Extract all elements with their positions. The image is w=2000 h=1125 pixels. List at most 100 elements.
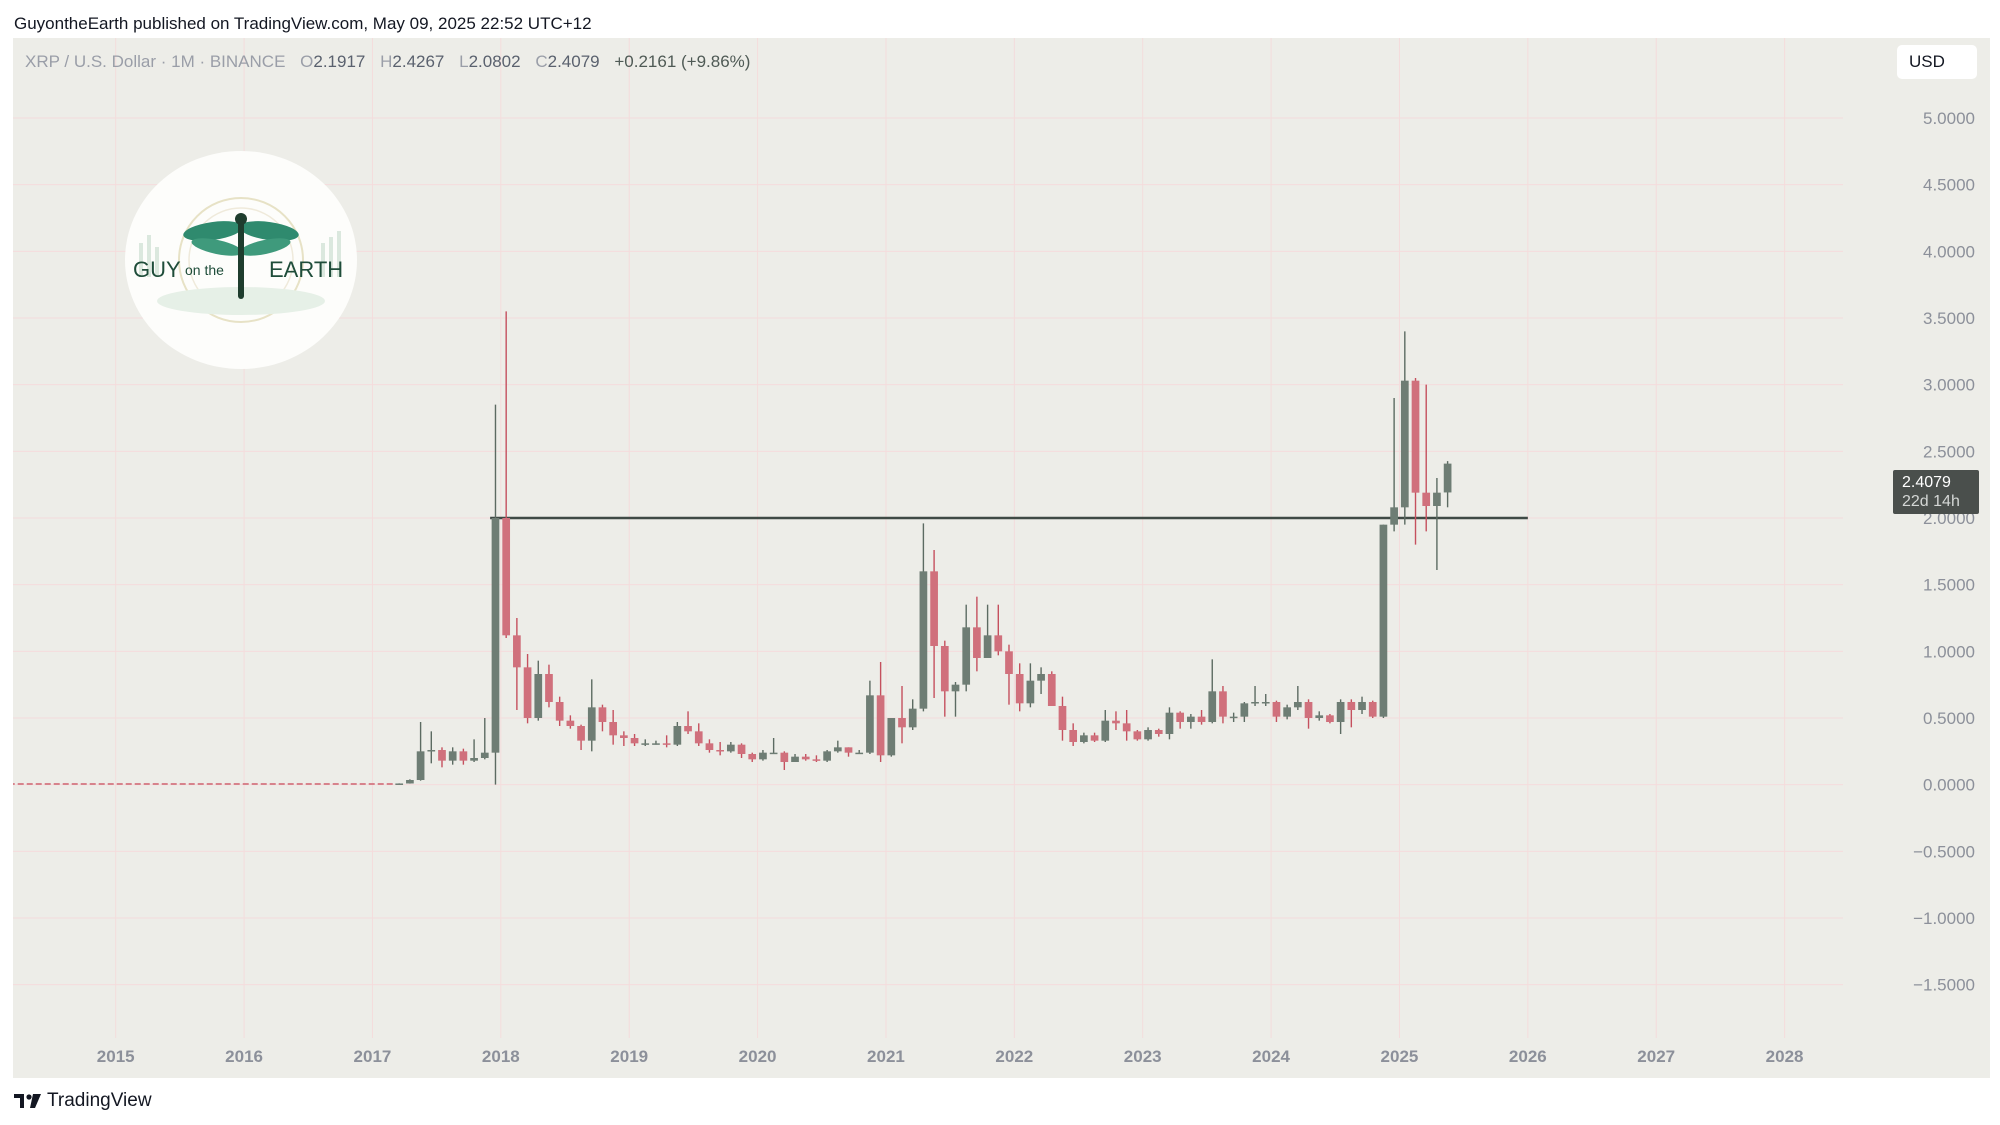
candle (769, 738, 778, 755)
candle-body (1133, 731, 1142, 740)
candle-body (1208, 691, 1217, 722)
high-label: H (380, 52, 393, 71)
candle (630, 734, 639, 746)
x-tick-label: 2017 (354, 1047, 392, 1066)
candle-body (1176, 712, 1185, 722)
candle-body (406, 780, 414, 784)
candle-body (1047, 674, 1056, 706)
candle-body (641, 743, 650, 745)
x-tick-label: 2015 (97, 1047, 135, 1066)
candle (812, 755, 821, 762)
candle (780, 751, 789, 770)
candle-body (534, 674, 543, 718)
candle (1165, 707, 1174, 740)
candle-body (1347, 702, 1356, 710)
candle-body (726, 744, 735, 752)
x-tick-label: 2026 (1509, 1047, 1547, 1066)
candle (1251, 686, 1259, 706)
candle (1133, 730, 1142, 741)
candle-body (1411, 380, 1420, 493)
candle-body (994, 635, 1003, 652)
candle-body (555, 702, 564, 721)
candle (1293, 686, 1302, 710)
candle (833, 740, 842, 753)
y-tick-label: 1.0000 (1923, 642, 1975, 661)
candle (1336, 699, 1345, 734)
candle-body (630, 738, 639, 744)
candle-body (438, 750, 446, 761)
candle (801, 754, 810, 761)
candle-body (684, 726, 692, 732)
symbol-legend: XRP / U.S. Dollar · 1M · BINANCE O2.1917… (25, 52, 750, 72)
low-value: 2.0802 (468, 52, 521, 71)
x-tick-label: 2016 (225, 1047, 263, 1066)
candle (716, 742, 724, 756)
candle-body (705, 743, 714, 750)
x-tick-label: 2021 (867, 1047, 905, 1066)
candle-body (1390, 507, 1398, 525)
candle-body (1304, 702, 1313, 718)
candle (438, 747, 446, 768)
candle (1176, 711, 1185, 729)
candle-body (1015, 674, 1024, 704)
candle (994, 604, 1003, 656)
candle-body (1379, 524, 1388, 717)
candle (1347, 699, 1356, 728)
x-tick-label: 2022 (995, 1047, 1033, 1066)
candle (1379, 524, 1388, 718)
symbol-title[interactable]: XRP / U.S. Dollar · 1M · BINANCE (25, 52, 286, 71)
open-value: 2.1917 (313, 52, 366, 71)
candle (1015, 663, 1024, 712)
candle-body (1069, 730, 1078, 742)
candle (684, 711, 692, 734)
tradingview-branding[interactable]: TradingView (14, 1090, 152, 1112)
candle-body (759, 752, 767, 760)
candle (1240, 702, 1249, 722)
candle-body (737, 744, 746, 754)
candle (1400, 331, 1409, 525)
candle (1058, 696, 1067, 741)
candle (1219, 686, 1227, 724)
y-tick-label: −0.5000 (1913, 842, 1975, 861)
candle-body (855, 752, 864, 755)
candle-body (502, 518, 511, 636)
candle-body (1026, 680, 1035, 704)
candle-body (940, 646, 949, 692)
candle (748, 752, 757, 762)
y-tick-label: 5.0000 (1923, 109, 1975, 128)
candle (587, 679, 596, 752)
candlestick-chart[interactable]: 5.00004.50004.00003.50003.00002.50002.00… (13, 38, 1990, 1078)
candle-body (1219, 691, 1227, 717)
bar-countdown: 22d 14h (1902, 493, 1960, 510)
candle-body (609, 722, 618, 736)
candle-body (898, 718, 906, 728)
candle-body (694, 731, 703, 744)
candle (609, 710, 618, 745)
candle-body (566, 720, 575, 726)
candle (448, 747, 457, 765)
candle (406, 779, 414, 784)
y-tick-label: 3.5000 (1923, 309, 1975, 328)
candle-body (1261, 702, 1270, 704)
candle (962, 604, 971, 692)
currency-button[interactable]: USD (1897, 45, 1977, 79)
candle-body (1080, 735, 1088, 742)
candle (652, 740, 660, 745)
candle (726, 742, 735, 753)
candle (908, 699, 917, 730)
candle-body (1400, 380, 1409, 508)
y-tick-label: 0.5000 (1923, 709, 1975, 728)
candle (1187, 714, 1195, 729)
chart-pane[interactable]: 5.0000 4.5000 4.0000 3.5000 3.0000 2.5000 2.00… (13, 38, 1990, 1078)
close-value: 2.4079 (547, 52, 600, 71)
candle (737, 743, 746, 758)
candle (555, 696, 564, 726)
x-tick-label: 2023 (1124, 1047, 1162, 1066)
x-tick-label: 2028 (1766, 1047, 1804, 1066)
candle (491, 404, 500, 785)
dragonfly-icon (183, 213, 299, 299)
candle (1101, 710, 1110, 742)
candle (480, 718, 489, 760)
y-tick-label: 1.5000 (1923, 576, 1975, 595)
candle-body (1090, 735, 1099, 741)
